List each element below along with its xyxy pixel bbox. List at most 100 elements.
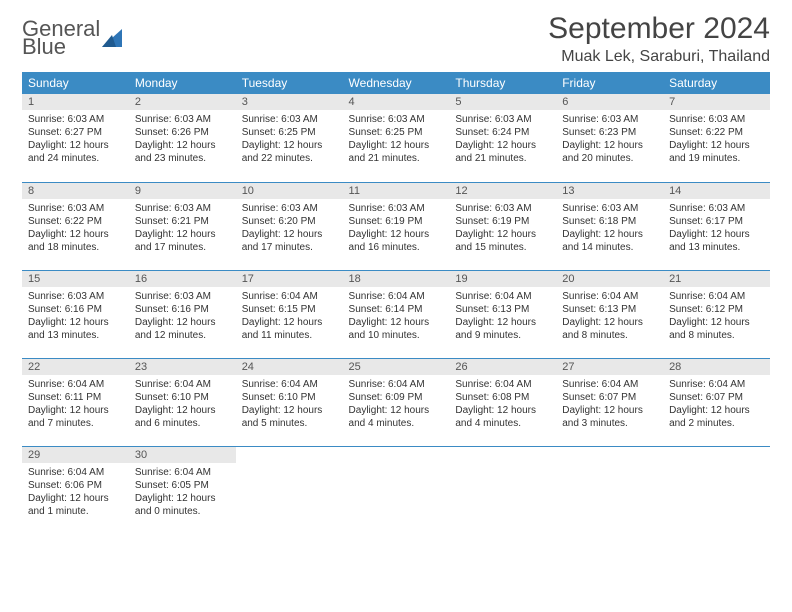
day-body: Sunrise: 6:03 AMSunset: 6:22 PMDaylight:… [663, 110, 770, 169]
day-body: Sunrise: 6:04 AMSunset: 6:12 PMDaylight:… [663, 287, 770, 346]
day-line: Sunset: 6:20 PM [242, 215, 337, 228]
day-number: 24 [236, 359, 343, 375]
header: General Blue September 2024 Muak Lek, Sa… [22, 12, 770, 66]
day-line: and 15 minutes. [455, 241, 550, 254]
day-line: Daylight: 12 hours [455, 404, 550, 417]
day-number: 22 [22, 359, 129, 375]
calendar-cell: 3Sunrise: 6:03 AMSunset: 6:25 PMDaylight… [236, 94, 343, 182]
day-line: Sunset: 6:07 PM [669, 391, 764, 404]
day-line: and 23 minutes. [135, 152, 230, 165]
logo-sail-icon [100, 25, 126, 51]
day-number: 1 [22, 94, 129, 110]
day-body: Sunrise: 6:03 AMSunset: 6:19 PMDaylight:… [343, 199, 450, 258]
day-line: Sunrise: 6:04 AM [28, 466, 123, 479]
calendar-cell: 20Sunrise: 6:04 AMSunset: 6:13 PMDayligh… [556, 270, 663, 358]
day-line: and 7 minutes. [28, 417, 123, 430]
day-line: Sunset: 6:19 PM [349, 215, 444, 228]
day-line: Daylight: 12 hours [349, 404, 444, 417]
day-body: Sunrise: 6:04 AMSunset: 6:10 PMDaylight:… [129, 375, 236, 434]
day-number: 7 [663, 94, 770, 110]
day-line: Sunrise: 6:04 AM [349, 290, 444, 303]
day-number: 9 [129, 183, 236, 199]
day-number: 26 [449, 359, 556, 375]
calendar-cell: 15Sunrise: 6:03 AMSunset: 6:16 PMDayligh… [22, 270, 129, 358]
day-number: 29 [22, 447, 129, 463]
calendar-cell: 9Sunrise: 6:03 AMSunset: 6:21 PMDaylight… [129, 182, 236, 270]
day-line: and 10 minutes. [349, 329, 444, 342]
day-body: Sunrise: 6:04 AMSunset: 6:09 PMDaylight:… [343, 375, 450, 434]
day-line: Daylight: 12 hours [135, 228, 230, 241]
day-line: Sunrise: 6:03 AM [28, 113, 123, 126]
day-line: Sunset: 6:07 PM [562, 391, 657, 404]
calendar-week-row: 8Sunrise: 6:03 AMSunset: 6:22 PMDaylight… [22, 182, 770, 270]
day-line: Sunset: 6:14 PM [349, 303, 444, 316]
calendar-cell: 30Sunrise: 6:04 AMSunset: 6:05 PMDayligh… [129, 446, 236, 534]
day-line: Sunrise: 6:04 AM [28, 378, 123, 391]
day-line: Sunrise: 6:03 AM [562, 113, 657, 126]
calendar-week-row: 22Sunrise: 6:04 AMSunset: 6:11 PMDayligh… [22, 358, 770, 446]
day-line: and 8 minutes. [669, 329, 764, 342]
day-line: Daylight: 12 hours [669, 404, 764, 417]
day-line: Daylight: 12 hours [135, 404, 230, 417]
day-body: Sunrise: 6:04 AMSunset: 6:07 PMDaylight:… [663, 375, 770, 434]
day-number: 8 [22, 183, 129, 199]
calendar-cell: 23Sunrise: 6:04 AMSunset: 6:10 PMDayligh… [129, 358, 236, 446]
day-line: Daylight: 12 hours [669, 228, 764, 241]
day-line: Sunset: 6:11 PM [28, 391, 123, 404]
day-line: Sunrise: 6:03 AM [242, 113, 337, 126]
day-number: 15 [22, 271, 129, 287]
weekday-header: Sunday [22, 72, 129, 94]
day-line: Daylight: 12 hours [562, 404, 657, 417]
calendar-cell [236, 446, 343, 534]
day-body: Sunrise: 6:03 AMSunset: 6:24 PMDaylight:… [449, 110, 556, 169]
weekday-header: Wednesday [343, 72, 450, 94]
day-body: Sunrise: 6:03 AMSunset: 6:25 PMDaylight:… [343, 110, 450, 169]
day-body: Sunrise: 6:03 AMSunset: 6:16 PMDaylight:… [129, 287, 236, 346]
day-body: Sunrise: 6:03 AMSunset: 6:20 PMDaylight:… [236, 199, 343, 258]
day-number: 12 [449, 183, 556, 199]
day-line: Daylight: 12 hours [562, 316, 657, 329]
day-line: Daylight: 12 hours [669, 316, 764, 329]
weekday-header: Tuesday [236, 72, 343, 94]
day-line: Sunset: 6:10 PM [135, 391, 230, 404]
day-number: 6 [556, 94, 663, 110]
day-line: Sunset: 6:23 PM [562, 126, 657, 139]
day-line: Sunrise: 6:03 AM [28, 290, 123, 303]
day-body: Sunrise: 6:03 AMSunset: 6:25 PMDaylight:… [236, 110, 343, 169]
day-body: Sunrise: 6:03 AMSunset: 6:22 PMDaylight:… [22, 199, 129, 258]
day-line: Sunset: 6:15 PM [242, 303, 337, 316]
calendar-cell: 28Sunrise: 6:04 AMSunset: 6:07 PMDayligh… [663, 358, 770, 446]
day-line: and 6 minutes. [135, 417, 230, 430]
day-line: and 5 minutes. [242, 417, 337, 430]
day-line: Sunset: 6:12 PM [669, 303, 764, 316]
day-number: 23 [129, 359, 236, 375]
calendar-cell: 21Sunrise: 6:04 AMSunset: 6:12 PMDayligh… [663, 270, 770, 358]
calendar-cell: 4Sunrise: 6:03 AMSunset: 6:25 PMDaylight… [343, 94, 450, 182]
calendar-cell: 19Sunrise: 6:04 AMSunset: 6:13 PMDayligh… [449, 270, 556, 358]
day-line: Sunset: 6:27 PM [28, 126, 123, 139]
day-line: Daylight: 12 hours [562, 228, 657, 241]
day-line: Daylight: 12 hours [242, 404, 337, 417]
day-line: Sunrise: 6:04 AM [135, 466, 230, 479]
calendar-cell: 27Sunrise: 6:04 AMSunset: 6:07 PMDayligh… [556, 358, 663, 446]
day-line: Daylight: 12 hours [28, 139, 123, 152]
day-body: Sunrise: 6:03 AMSunset: 6:21 PMDaylight:… [129, 199, 236, 258]
day-line: and 14 minutes. [562, 241, 657, 254]
day-line: Daylight: 12 hours [242, 316, 337, 329]
day-line: and 20 minutes. [562, 152, 657, 165]
day-line: Sunset: 6:09 PM [349, 391, 444, 404]
day-line: and 2 minutes. [669, 417, 764, 430]
day-line: Sunset: 6:21 PM [135, 215, 230, 228]
calendar-cell: 11Sunrise: 6:03 AMSunset: 6:19 PMDayligh… [343, 182, 450, 270]
calendar-cell: 17Sunrise: 6:04 AMSunset: 6:15 PMDayligh… [236, 270, 343, 358]
day-body: Sunrise: 6:03 AMSunset: 6:18 PMDaylight:… [556, 199, 663, 258]
month-title: September 2024 [548, 12, 770, 46]
day-line: and 18 minutes. [28, 241, 123, 254]
day-line: Sunset: 6:19 PM [455, 215, 550, 228]
day-body: Sunrise: 6:04 AMSunset: 6:14 PMDaylight:… [343, 287, 450, 346]
day-line: Daylight: 12 hours [135, 316, 230, 329]
day-line: Sunrise: 6:03 AM [562, 202, 657, 215]
calendar-cell [449, 446, 556, 534]
calendar-cell: 2Sunrise: 6:03 AMSunset: 6:26 PMDaylight… [129, 94, 236, 182]
day-line: Sunrise: 6:04 AM [455, 378, 550, 391]
